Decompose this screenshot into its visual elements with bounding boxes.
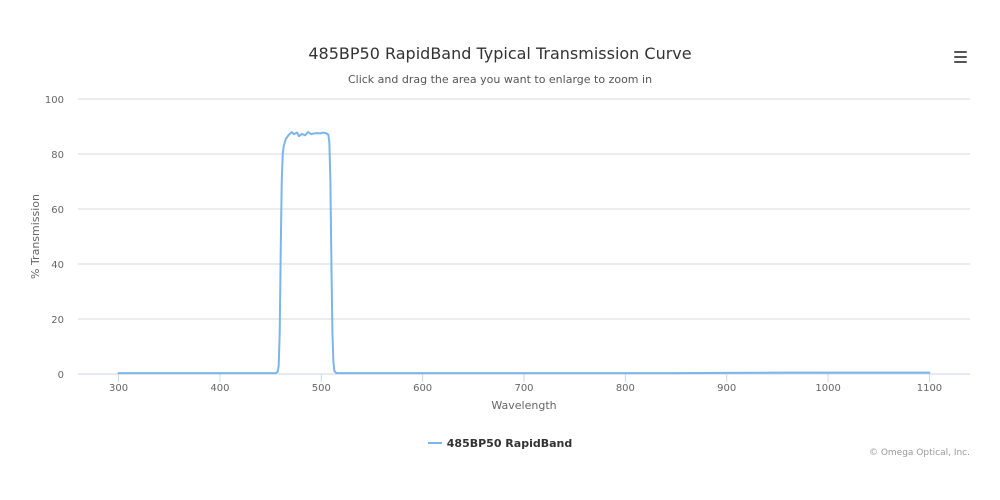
series-line [117, 131, 931, 375]
x-tick-label: 500 [312, 383, 331, 394]
x-tick-label: 700 [514, 383, 533, 394]
x-tick-label: 300 [109, 383, 128, 394]
credits-text[interactable]: © Omega Optical, Inc. [868, 448, 970, 458]
menu-bar [954, 61, 967, 63]
y-tick-label: 40 [51, 260, 64, 271]
x-tick-label: 800 [616, 383, 635, 394]
legend-label: 485BP50 RapidBand [446, 436, 573, 450]
x-tick-label: 1100 [917, 383, 942, 394]
y-tick-label: 0 [58, 370, 64, 381]
y-tick-label: 100 [45, 95, 64, 106]
y-axis-title: % Transmission [29, 194, 42, 279]
legend-line-symbol [427, 442, 442, 444]
x-tick-label: 900 [717, 383, 736, 394]
legend-item[interactable]: 485BP50 RapidBand [427, 436, 573, 450]
legend: 485BP50 RapidBand [0, 434, 1000, 450]
chart-subtitle: Click and drag the area you want to enla… [347, 73, 653, 86]
y-tick-label: 20 [51, 315, 64, 326]
x-tick-label: 400 [210, 383, 229, 394]
y-tick-label: 80 [51, 150, 64, 161]
x-tick-label: 600 [413, 383, 432, 394]
y-tick-label: 60 [51, 205, 64, 216]
chart-title: 485BP50 RapidBand Typical Transmission C… [308, 44, 692, 63]
x-axis-title: Wavelength [491, 399, 556, 412]
menu-bar [954, 51, 967, 53]
menu-bar [954, 56, 967, 58]
x-tick-label: 1000 [815, 383, 840, 394]
hamburger-menu-icon[interactable] [948, 46, 972, 68]
